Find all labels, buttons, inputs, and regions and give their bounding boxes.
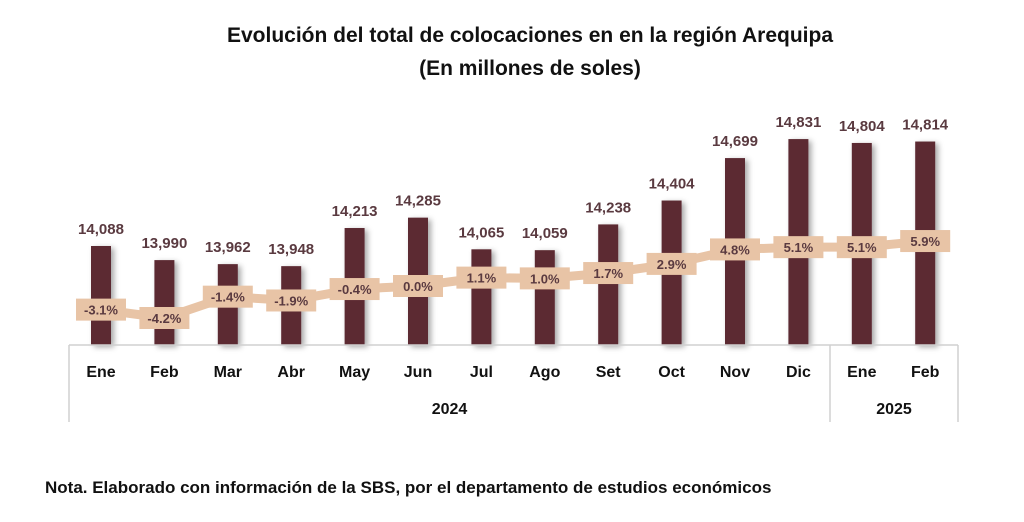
x-tick-label: May xyxy=(339,364,370,381)
bar-value-label: 14,804 xyxy=(839,118,886,135)
chart-subtitle: (En millones de soles) xyxy=(419,57,641,80)
growth-point xyxy=(710,238,760,261)
growth-point xyxy=(646,252,697,275)
growth-point xyxy=(836,236,887,259)
x-tick-label: Feb xyxy=(911,364,940,381)
x-tick-label: Jun xyxy=(404,364,432,381)
growth-point xyxy=(519,267,570,290)
growth-point xyxy=(266,289,317,312)
bar-value-label: 14,088 xyxy=(78,221,124,238)
x-tick-label: Ago xyxy=(529,364,560,381)
growth-point xyxy=(456,266,507,289)
growth-point xyxy=(329,278,380,301)
x-tick-label: Set xyxy=(596,364,622,381)
bar xyxy=(534,250,555,345)
bar-value-label: 14,059 xyxy=(522,225,568,242)
bar-value-label: 14,404 xyxy=(649,176,696,193)
growth-label: -3.1% xyxy=(84,303,118,318)
bar xyxy=(154,260,175,345)
growth-label: -4.2% xyxy=(147,311,181,326)
bar-value-label: 13,948 xyxy=(268,241,314,258)
growth-point xyxy=(773,236,824,259)
growth-label: 1.0% xyxy=(530,271,560,286)
growth-label: -1.9% xyxy=(274,293,308,308)
growth-label: 2.9% xyxy=(657,257,687,272)
x-tick-label: Jul xyxy=(470,364,493,381)
x-tick-label: Feb xyxy=(150,364,179,381)
x-tick-label: Ene xyxy=(86,364,115,381)
x-tick-label: Nov xyxy=(720,364,750,381)
bar xyxy=(471,249,492,345)
bar-value-label: 13,990 xyxy=(141,235,187,252)
bar-value-label: 14,699 xyxy=(712,133,758,150)
growth-point xyxy=(900,230,951,253)
growth-point xyxy=(202,285,253,308)
growth-point xyxy=(583,262,634,285)
bar xyxy=(91,245,111,345)
growth-point xyxy=(139,307,190,330)
x-tick-label: Dic xyxy=(786,364,811,381)
x-tick-label: Ene xyxy=(847,364,876,381)
x-tick-label: Abr xyxy=(277,364,305,381)
growth-label: 1.7% xyxy=(593,266,623,281)
bar-value-label: 13,962 xyxy=(205,239,251,256)
bar-value-label: 14,238 xyxy=(585,199,631,216)
growth-label: -1.4% xyxy=(211,290,245,305)
x-tick-label: Mar xyxy=(214,364,242,381)
bar-value-label: 14,285 xyxy=(395,193,441,210)
bar-value-label: 14,213 xyxy=(332,203,378,220)
bar-value-label: 14,831 xyxy=(775,114,821,131)
growth-point xyxy=(393,275,443,297)
chart-title: Evolución del total de colocaciones en e… xyxy=(226,24,834,47)
year-label: 2025 xyxy=(876,401,912,418)
growth-label: 5.1% xyxy=(784,240,814,255)
growth-label: 0.0% xyxy=(403,279,433,294)
growth-label: 5.1% xyxy=(847,240,877,255)
bar-value-label: 14,814 xyxy=(902,117,949,134)
growth-label: 5.9% xyxy=(910,234,940,249)
growth-label: -0.4% xyxy=(338,282,372,297)
bar xyxy=(598,224,619,345)
source-note: Nota. Elaborado con información de la SB… xyxy=(45,478,772,497)
growth-point xyxy=(76,298,126,321)
x-tick-label: Oct xyxy=(658,364,685,381)
year-label: 2024 xyxy=(432,401,468,418)
growth-label: 4.8% xyxy=(720,242,750,257)
growth-label: 1.1% xyxy=(467,271,497,286)
bar-value-label: 14,065 xyxy=(458,224,504,241)
